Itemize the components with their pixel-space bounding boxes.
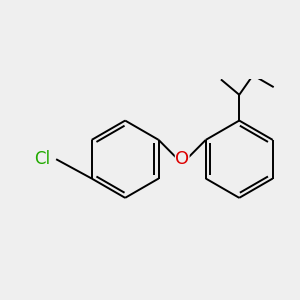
Text: O: O [175,150,189,168]
Text: Cl: Cl [34,150,50,168]
